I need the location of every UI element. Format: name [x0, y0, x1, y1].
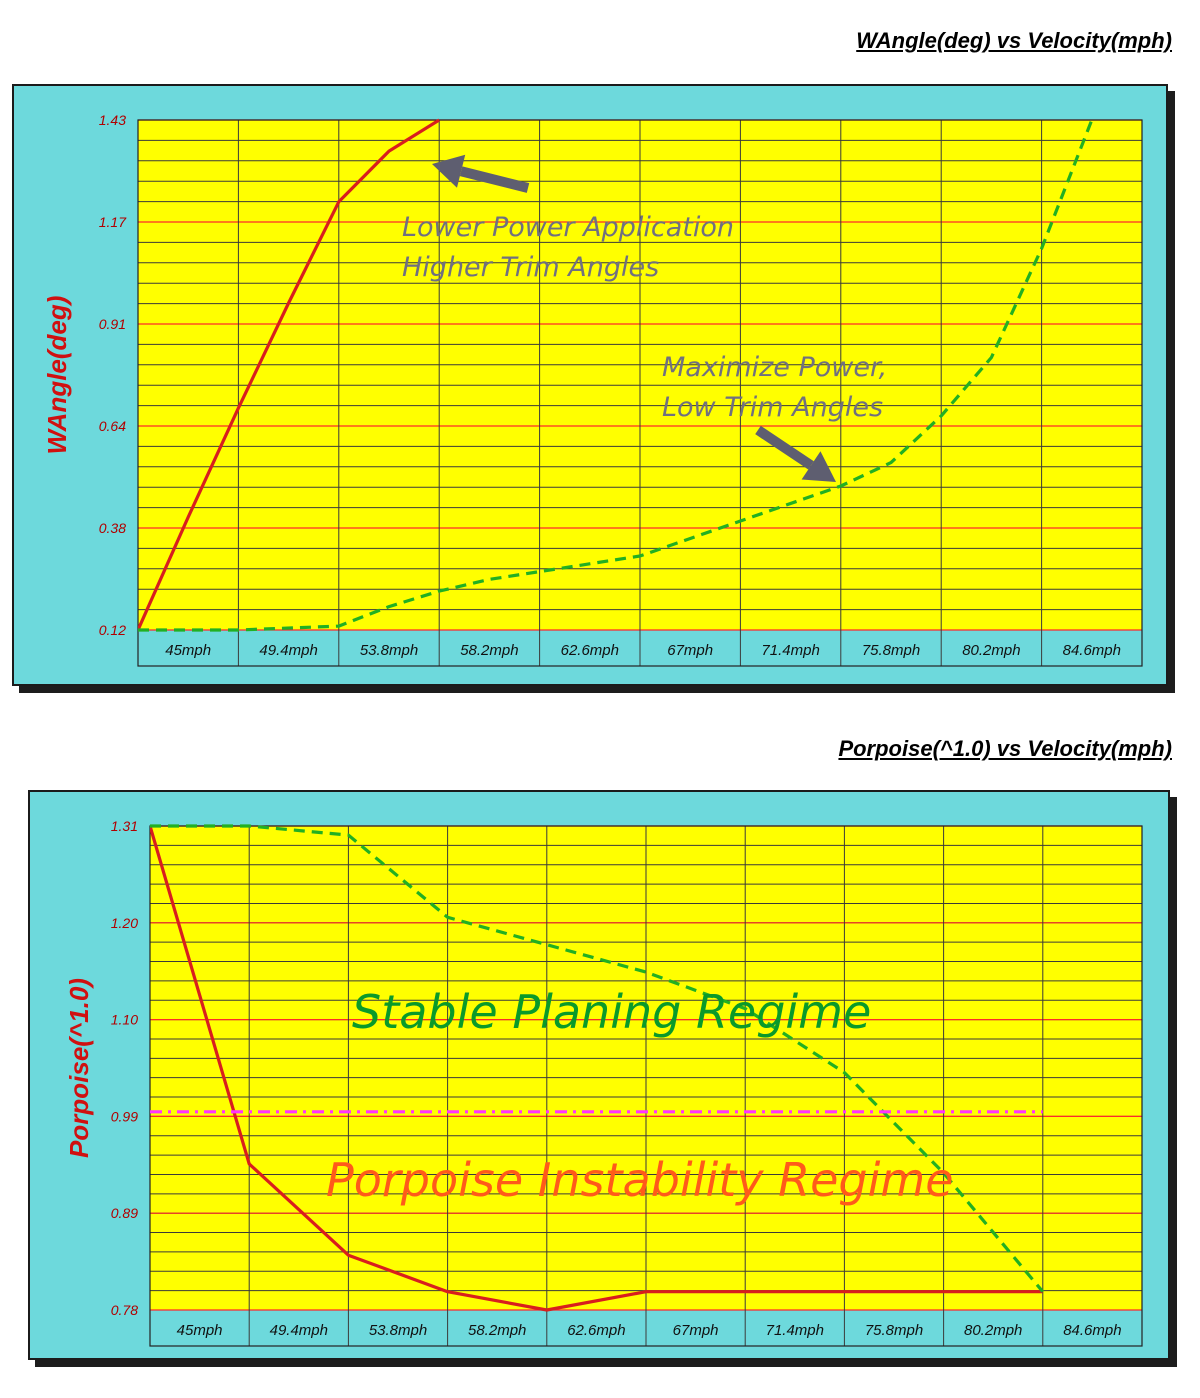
chart2-y-tick-label: 1.10: [111, 1012, 138, 1028]
chart2-x-tick-label: 62.6mph: [567, 1322, 625, 1339]
chart2-y-tick-label: 1.20: [111, 915, 138, 931]
chart2-annotation-text: Stable Planing Regime: [352, 985, 871, 1039]
chart1-plot-border: [137, 119, 1143, 667]
chart2-series-1-line: [150, 825, 1043, 1312]
chart1-annotation-text: Lower Power Application: [402, 212, 734, 243]
chart1-x-tick-label: 53.8mph: [360, 642, 418, 659]
chart1-x-tick-label: 75.8mph: [862, 642, 920, 659]
chart2-x-tick-label: 53.8mph: [369, 1322, 427, 1339]
chart1-x-tick-label: 58.2mph: [460, 642, 518, 659]
chart1-annotation-arrowhead: [801, 451, 836, 482]
chart1-annotation-text: Higher Trim Angles: [402, 252, 659, 283]
chart2-series-2-line: [150, 824, 1045, 1293]
chart1-annotation-text: Maximize Power,: [662, 352, 887, 383]
chart2-y-tick-label: 0.89: [111, 1205, 138, 1221]
chart2-annotation-text: Porpoise Instability Regime: [326, 1153, 954, 1207]
chart1-svg: 0.12 0.38 0.64 0.91 1.17 1.43 45mph 49.4mph 53.8…: [42, 112, 1143, 667]
chart2-x-tick-label: 84.6mph: [1063, 1322, 1121, 1339]
chart2-x-tick-label: 75.8mph: [865, 1322, 923, 1339]
chart1-annotation-arrow: [755, 425, 814, 470]
chart2-plot-border: [149, 825, 1143, 1347]
chart2-x-tick-label: 45mph: [177, 1322, 223, 1339]
chart1-annotation-arrowhead: [432, 154, 466, 188]
chart1-x-tick-label: 49.4mph: [259, 642, 317, 659]
chart1-series-1-line: [138, 118, 441, 631]
chart2-x-tick-label: 67mph: [673, 1322, 719, 1339]
chart1-x-tick-label: 71.4mph: [761, 642, 819, 659]
chart2-x-tick-label: 71.4mph: [766, 1322, 824, 1339]
chart1-x-tick-label: 80.2mph: [962, 642, 1020, 659]
chart1-title: WAngle(deg) vs Velocity(mph): [856, 28, 1172, 53]
chart1-x-tick-label: 84.6mph: [1063, 642, 1121, 659]
chart1-x-tick-label: 67mph: [667, 642, 713, 659]
chart1-y-tick-label: 0.38: [99, 520, 126, 536]
chart1-y-tick-label: 0.91: [99, 316, 126, 332]
chart1-series-2-line: [138, 119, 1094, 632]
chart2-y-tick-label: 1.31: [111, 818, 138, 834]
chart2-x-tick-label: 49.4mph: [270, 1322, 328, 1339]
chart1-x-tick-label: 45mph: [165, 642, 211, 659]
chart1-y-tick-label: 0.12: [99, 622, 126, 638]
chart2-x-tick-label: 80.2mph: [964, 1322, 1022, 1339]
chart2-y-axis-label: Porpoise(^1.0): [64, 978, 94, 1158]
chart1-x-tick-label: 62.6mph: [561, 642, 619, 659]
chart1-annotation-arrow: [459, 166, 530, 193]
chart1-y-axis-label: WAngle(deg): [42, 296, 72, 455]
chart1-y-tick-label: 0.64: [99, 418, 126, 434]
chart2-y-tick-label: 0.99: [111, 1108, 138, 1124]
chart1-annotation-text: Low Trim Angles: [662, 392, 883, 423]
chart2-title: Porpoise(^1.0) vs Velocity(mph): [838, 736, 1172, 761]
chart2-y-tick-label: 0.78: [111, 1302, 138, 1318]
chart1-y-tick-label: 1.43: [99, 112, 126, 128]
chart1-y-tick-label: 1.17: [99, 214, 127, 230]
chart2-x-tick-label: 58.2mph: [468, 1322, 526, 1339]
